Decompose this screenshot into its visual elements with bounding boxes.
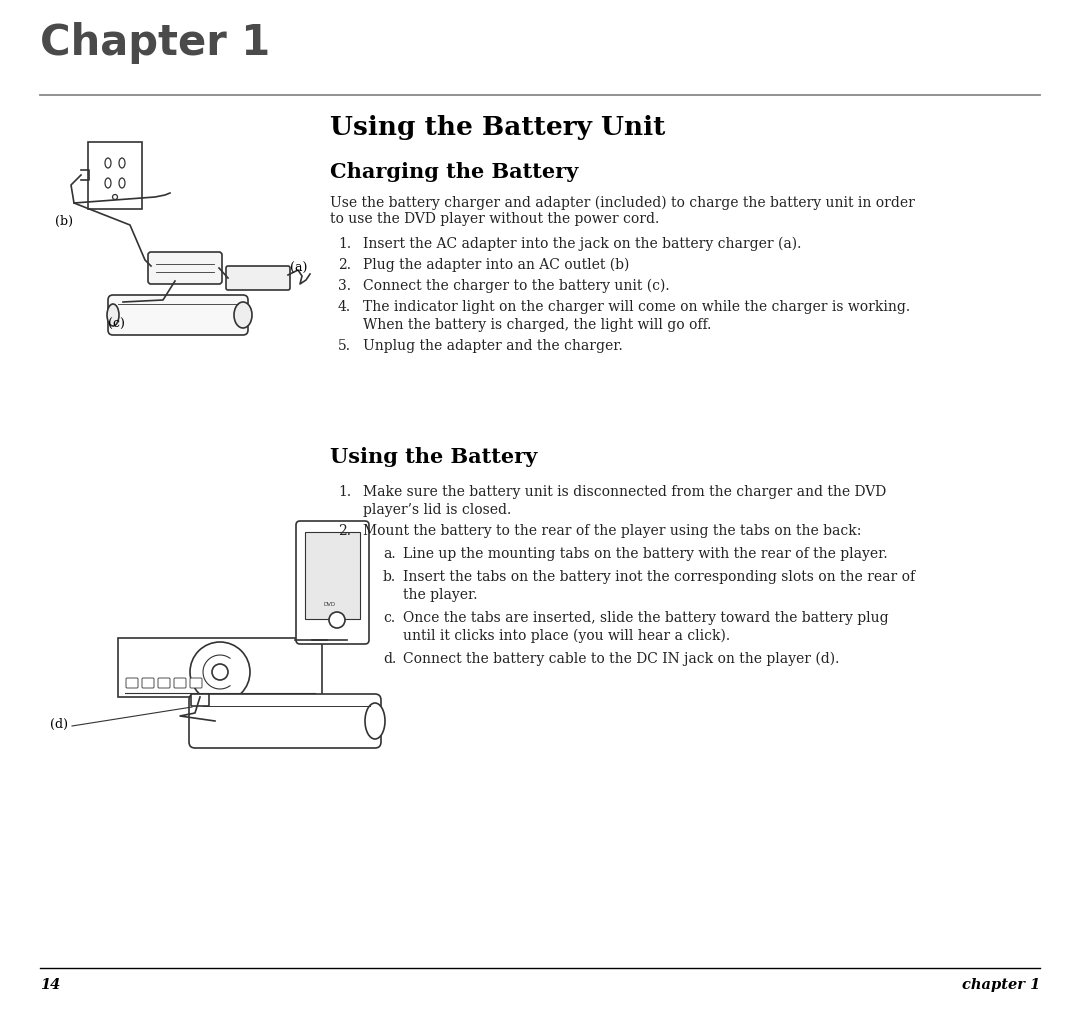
Text: d.: d. <box>383 652 396 666</box>
Text: 2.: 2. <box>338 258 351 272</box>
FancyBboxPatch shape <box>87 142 141 209</box>
Text: (a): (a) <box>291 262 308 275</box>
Text: (d): (d) <box>50 718 68 731</box>
Circle shape <box>190 642 249 702</box>
Text: The indicator light on the charger will come on while the charger is working.: The indicator light on the charger will … <box>363 300 910 314</box>
FancyBboxPatch shape <box>108 295 248 335</box>
Text: Make sure the battery unit is disconnected from the charger and the DVD: Make sure the battery unit is disconnect… <box>363 485 887 499</box>
Text: until it clicks into place (you will hear a click).: until it clicks into place (you will hea… <box>403 629 730 643</box>
Text: Once the tabs are inserted, slide the battery toward the battery plug: Once the tabs are inserted, slide the ba… <box>403 611 889 625</box>
Text: player’s lid is closed.: player’s lid is closed. <box>363 503 511 517</box>
Text: (c): (c) <box>108 318 125 331</box>
FancyBboxPatch shape <box>226 266 291 290</box>
Ellipse shape <box>119 158 125 168</box>
Ellipse shape <box>234 302 252 328</box>
Text: b.: b. <box>383 570 396 584</box>
FancyBboxPatch shape <box>141 678 154 688</box>
Text: Plug the adapter into an AC outlet (b): Plug the adapter into an AC outlet (b) <box>363 258 630 273</box>
FancyBboxPatch shape <box>174 678 186 688</box>
Text: Connect the battery cable to the DC IN jack on the player (d).: Connect the battery cable to the DC IN j… <box>403 652 839 667</box>
Ellipse shape <box>105 158 111 168</box>
Text: DVD: DVD <box>324 602 336 607</box>
Text: Use the battery charger and adapter (included) to charge the battery unit in ord: Use the battery charger and adapter (inc… <box>330 196 915 210</box>
FancyBboxPatch shape <box>158 678 170 688</box>
Text: c.: c. <box>383 611 395 625</box>
Text: Charging the Battery: Charging the Battery <box>330 162 578 182</box>
Text: chapter 1: chapter 1 <box>962 978 1040 992</box>
Text: 14: 14 <box>40 978 60 992</box>
FancyBboxPatch shape <box>189 694 381 748</box>
Text: 3.: 3. <box>338 279 351 293</box>
Ellipse shape <box>365 703 384 739</box>
FancyBboxPatch shape <box>305 532 360 619</box>
FancyBboxPatch shape <box>190 678 202 688</box>
Text: 1.: 1. <box>338 237 351 251</box>
FancyBboxPatch shape <box>126 678 138 688</box>
Text: Chapter 1: Chapter 1 <box>40 22 270 64</box>
Circle shape <box>329 612 345 628</box>
Text: 1.: 1. <box>338 485 351 499</box>
FancyBboxPatch shape <box>296 521 369 644</box>
Ellipse shape <box>119 178 125 188</box>
Ellipse shape <box>107 304 119 326</box>
Text: Line up the mounting tabs on the battery with the rear of the player.: Line up the mounting tabs on the battery… <box>403 547 888 561</box>
FancyBboxPatch shape <box>148 252 222 284</box>
Text: When the battery is charged, the light will go off.: When the battery is charged, the light w… <box>363 318 712 332</box>
Text: the player.: the player. <box>403 588 477 602</box>
Ellipse shape <box>105 178 111 188</box>
Text: Using the Battery Unit: Using the Battery Unit <box>330 115 665 140</box>
Text: Mount the battery to the rear of the player using the tabs on the back:: Mount the battery to the rear of the pla… <box>363 524 862 538</box>
Text: (b): (b) <box>55 215 73 228</box>
Text: to use the DVD player without the power cord.: to use the DVD player without the power … <box>330 212 659 226</box>
FancyBboxPatch shape <box>191 694 210 706</box>
Text: a.: a. <box>383 547 395 561</box>
Text: 2.: 2. <box>338 524 351 538</box>
Text: 5.: 5. <box>338 339 351 353</box>
Text: Using the Battery: Using the Battery <box>330 447 537 467</box>
Text: Insert the tabs on the battery inot the corresponding slots on the rear of: Insert the tabs on the battery inot the … <box>403 570 915 584</box>
FancyBboxPatch shape <box>118 638 322 697</box>
Text: Connect the charger to the battery unit (c).: Connect the charger to the battery unit … <box>363 279 670 293</box>
Text: 4.: 4. <box>338 300 351 314</box>
Text: Unplug the adapter and the charger.: Unplug the adapter and the charger. <box>363 339 623 353</box>
Ellipse shape <box>112 195 118 200</box>
Text: Insert the AC adapter into the jack on the battery charger (a).: Insert the AC adapter into the jack on t… <box>363 237 801 251</box>
Circle shape <box>212 664 228 680</box>
